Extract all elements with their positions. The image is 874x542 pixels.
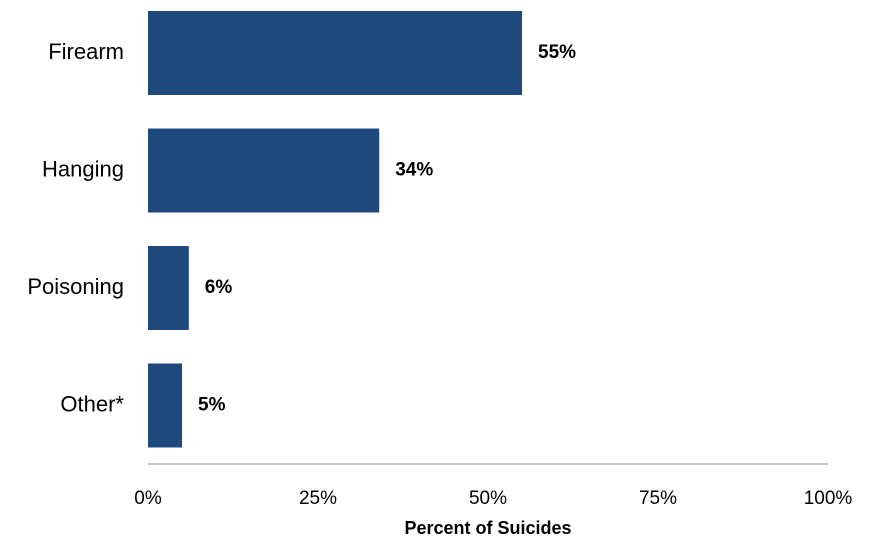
bar-hanging: [148, 128, 380, 213]
value-label: 6%: [205, 277, 233, 298]
x-tick-label: 25%: [299, 488, 337, 509]
value-label: 55%: [538, 42, 576, 63]
category-label: Poisoning: [27, 274, 124, 299]
category-label: Other*: [60, 391, 124, 416]
category-label: Hanging: [42, 156, 124, 181]
bar-firearm: [148, 11, 522, 95]
bar-poisoning: [148, 246, 189, 330]
x-tick-label: 75%: [639, 488, 677, 509]
value-label: 5%: [198, 395, 226, 416]
value-labels: 55% 34% 6% 5%: [198, 42, 576, 416]
bar-other: [148, 363, 182, 448]
x-tick-label: 100%: [804, 488, 853, 509]
x-axis-title: Percent of Suicides: [404, 518, 571, 538]
x-tick-label: 50%: [469, 488, 507, 509]
category-label: Firearm: [48, 39, 124, 64]
bars-group: [148, 11, 522, 448]
x-tick-labels: 0% 25% 50% 75% 100%: [134, 488, 852, 509]
value-label: 34%: [395, 160, 433, 181]
x-tick-label: 0%: [134, 488, 162, 509]
category-labels: Firearm Hanging Poisoning Other*: [27, 39, 124, 417]
